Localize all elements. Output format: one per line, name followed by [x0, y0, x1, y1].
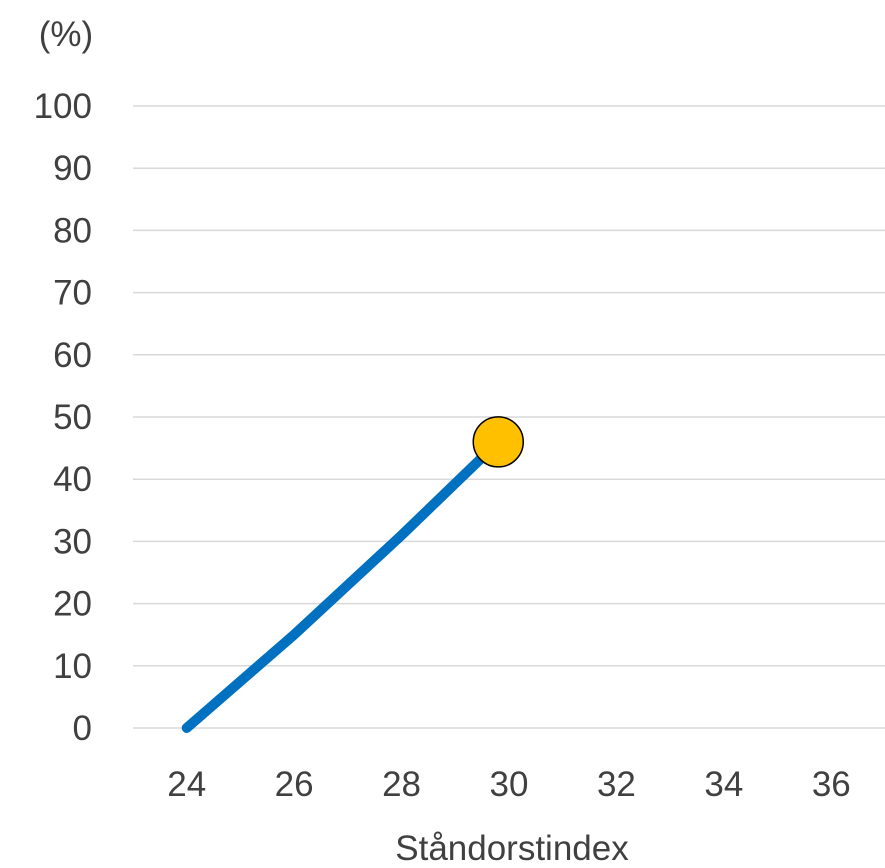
- x-tick-label: 34: [704, 765, 743, 804]
- y-tick-label: 100: [34, 87, 92, 126]
- y-tick-label: 70: [53, 274, 92, 313]
- x-tick-label: 26: [275, 765, 314, 804]
- series-lines: [181, 436, 504, 733]
- y-tick-label: 50: [53, 398, 92, 437]
- y-tick-label: 10: [53, 647, 92, 686]
- y-tick-label: 80: [53, 211, 92, 250]
- y-tick-label: 90: [53, 149, 92, 188]
- x-tick-label: 36: [812, 765, 851, 804]
- y-tick-label: 20: [53, 585, 92, 624]
- series-line-0: [181, 436, 504, 733]
- y-tick-label: 40: [53, 460, 92, 499]
- y-tick-label: 30: [53, 522, 92, 561]
- marker-point-0: [472, 416, 525, 468]
- x-axis-label: Ståndorstindex: [395, 829, 629, 868]
- x-tick-label: 28: [382, 765, 421, 804]
- x-tick-label: 30: [490, 765, 529, 804]
- point-markers: [472, 416, 525, 468]
- x-tick-label: 24: [167, 765, 206, 804]
- y-tick-label: 60: [53, 336, 92, 375]
- x-tick-label: 32: [597, 765, 636, 804]
- y-axis-tick-labels: 0 10 20 30 40 50 60 70 80 90 100: [34, 87, 92, 748]
- x-axis-tick-labels: 24 26 28 30 32 34 36: [167, 765, 851, 804]
- y-axis-label: (%): [39, 15, 93, 54]
- grid-lines: [133, 105, 885, 729]
- y-tick-label: 0: [73, 709, 92, 748]
